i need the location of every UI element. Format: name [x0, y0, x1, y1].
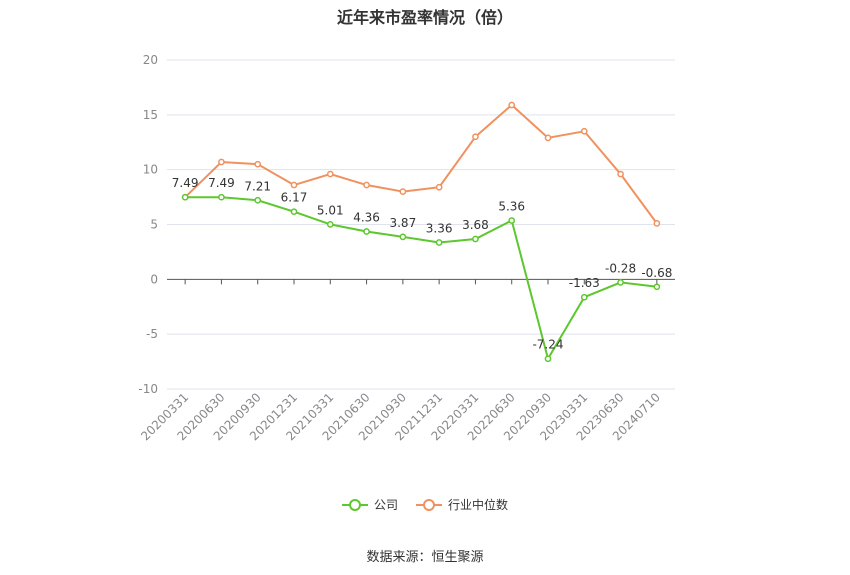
- industry-median-data-point: [254, 160, 262, 168]
- y-tick-label: 10: [143, 163, 158, 177]
- y-tick-label: 15: [143, 108, 158, 122]
- industry-median-data-point: [326, 170, 334, 178]
- company-data-point: [580, 293, 588, 301]
- chart-title: 近年来市盈率情况（倍）: [336, 8, 513, 27]
- company-data-point: [508, 217, 516, 224]
- legend-item-company[interactable]: 公司: [341, 496, 398, 513]
- industry-median-data-point: [218, 158, 225, 166]
- company-data-point: [181, 193, 189, 201]
- y-tick-label: -5: [146, 327, 158, 341]
- industry-median-data-point: [544, 134, 552, 142]
- company-data-point: [363, 228, 370, 235]
- y-tick-label: 5: [150, 218, 158, 232]
- company-data-point: [653, 283, 661, 291]
- industry-median-series-line: [184, 103, 658, 224]
- company-data-point: [218, 193, 225, 201]
- company-data-label: 6.17: [281, 191, 308, 205]
- legend-marker-industry-median: [416, 498, 442, 512]
- company-data-point: [326, 221, 334, 228]
- company-data-label: -0.28: [605, 261, 636, 275]
- company-data-label: 5.36: [498, 200, 525, 214]
- y-tick-label: -10: [138, 382, 158, 396]
- legend-label-industry-median: 行业中位数: [448, 498, 509, 512]
- company-data-point: [254, 196, 262, 204]
- company-data-point: [435, 239, 443, 246]
- legend-label-company: 公司: [373, 498, 398, 512]
- company-data-point: [472, 235, 479, 243]
- source-note: 数据来源：恒生聚源: [366, 550, 484, 565]
- legend: 公司 行业中位数: [0, 496, 850, 513]
- company-data-point: [399, 233, 407, 241]
- industry-median-data-point: [580, 127, 588, 135]
- company-data-point: [617, 279, 624, 286]
- y-tick-label: 20: [143, 53, 158, 67]
- company-data-label: 4.36: [353, 211, 380, 225]
- industry-median-data-point: [472, 133, 479, 141]
- legend-item-industry-median[interactable]: 行业中位数: [416, 496, 508, 513]
- company-data-label: 7.21: [244, 179, 271, 193]
- industry-median-data-point: [508, 101, 516, 109]
- company-data-label: 7.49: [172, 176, 199, 190]
- industry-median-data-point: [435, 183, 443, 191]
- industry-median-data-point: [363, 181, 370, 189]
- company-data-label: -1.63: [569, 276, 600, 290]
- company-data-point: [544, 355, 552, 363]
- industry-median-data-point: [653, 220, 661, 227]
- company-series-line: [185, 196, 657, 362]
- company-data-label: 5.01: [317, 203, 344, 217]
- legend-marker-company: [341, 498, 368, 512]
- company-data-label: 3.68: [462, 218, 489, 232]
- company-data-label: 3.36: [426, 221, 453, 235]
- industry-median-data-point: [399, 188, 407, 195]
- company-data-point: [290, 208, 298, 216]
- company-data-label: 7.49: [208, 176, 235, 190]
- industry-median-data-point: [290, 181, 298, 189]
- y-tick-label: 0: [150, 272, 158, 286]
- company-data-label: -7.24: [532, 338, 563, 352]
- company-data-label: 3.87: [389, 216, 416, 230]
- industry-median-data-point: [617, 170, 624, 178]
- company-data-label: -0.68: [641, 266, 672, 280]
